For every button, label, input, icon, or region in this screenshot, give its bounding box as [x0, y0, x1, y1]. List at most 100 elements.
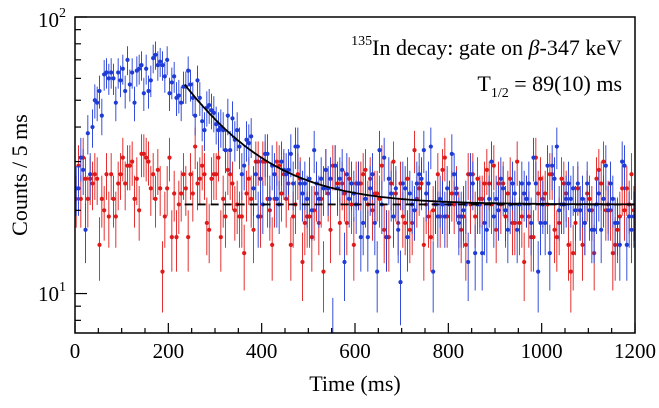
data-point: [557, 208, 562, 213]
data-point: [151, 172, 156, 177]
data-point: [435, 214, 440, 219]
data-point: [195, 181, 200, 186]
data-point: [400, 214, 405, 219]
data-point: [533, 181, 538, 186]
data-point: [239, 214, 244, 219]
data-point: [130, 159, 135, 164]
data-point: [580, 196, 585, 201]
y-tick-label-100: 102: [38, 6, 66, 32]
data-point: [127, 82, 132, 87]
data-point: [258, 176, 263, 181]
data-point: [305, 196, 310, 201]
data-point: [188, 172, 193, 177]
data-point: [578, 208, 583, 213]
data-point: [113, 100, 118, 105]
data-point: [195, 78, 200, 83]
data-point: [622, 208, 627, 213]
data-point: [545, 163, 550, 168]
annotation-half-life: T1/2 = 89(10) ms: [477, 71, 622, 101]
data-point: [111, 76, 116, 81]
data-point: [442, 214, 447, 219]
data-point: [186, 68, 191, 73]
data-point: [286, 167, 291, 172]
data-point: [482, 181, 487, 186]
data-point: [223, 148, 228, 153]
data-point: [302, 181, 307, 186]
data-point: [361, 220, 366, 226]
data-point: [111, 196, 116, 201]
data-point: [76, 163, 81, 168]
data-point: [218, 234, 223, 240]
y-tick-label-10: 101: [38, 280, 66, 306]
data-point: [445, 186, 450, 191]
data-point: [244, 191, 249, 196]
data-point: [118, 78, 123, 83]
data-point: [165, 186, 170, 191]
data-point: [454, 191, 459, 196]
data-point: [120, 66, 125, 71]
data-point: [538, 176, 543, 181]
data-point: [270, 242, 275, 247]
data-point: [246, 176, 251, 181]
data-point: [95, 176, 100, 181]
data-point: [155, 167, 160, 172]
data-point: [167, 155, 172, 160]
data-point: [393, 186, 398, 191]
data-point: [288, 242, 293, 247]
data-point: [344, 220, 349, 226]
data-point: [412, 208, 417, 213]
data-point: [253, 172, 258, 177]
data-point: [610, 196, 615, 201]
data-point: [512, 220, 517, 226]
data-point: [526, 181, 531, 186]
data-point: [617, 242, 622, 247]
data-point: [629, 172, 634, 177]
data-point: [617, 214, 622, 219]
data-point: [475, 176, 480, 181]
data-point: [160, 62, 165, 68]
data-point: [249, 134, 254, 139]
data-point: [585, 181, 590, 186]
x-axis-title: Time (ms): [309, 371, 400, 396]
data-point: [342, 191, 347, 196]
y-tick-exp-10: 1: [59, 280, 66, 295]
data-point: [407, 227, 412, 232]
data-point: [484, 227, 489, 232]
data-point: [529, 220, 534, 226]
anno-half-life-value: = 89(10) ms: [509, 71, 622, 96]
data-point: [81, 167, 86, 172]
data-point: [375, 269, 380, 274]
data-point: [109, 172, 114, 177]
data-point: [102, 208, 107, 213]
x-tick-label: 800: [433, 339, 465, 363]
data-point: [372, 220, 377, 226]
data-point: [274, 159, 279, 164]
data-point: [414, 181, 419, 186]
data-point: [214, 172, 219, 177]
data-point: [489, 159, 494, 164]
x-tick-label: 600: [339, 339, 371, 363]
data-point: [106, 76, 111, 81]
data-point: [452, 172, 457, 177]
data-point: [169, 234, 174, 240]
data-point: [95, 100, 100, 105]
anno-decay-text: In decay: gate on: [372, 35, 528, 60]
data-point: [431, 269, 436, 274]
data-point: [328, 176, 333, 181]
data-point: [391, 214, 396, 219]
data-point: [573, 208, 578, 213]
data-point: [421, 242, 426, 247]
data-point: [85, 131, 90, 136]
data-point: [155, 62, 160, 68]
data-point: [216, 155, 221, 160]
data-point: [601, 159, 606, 164]
data-point: [132, 196, 137, 201]
y-tick-base-100: 10: [38, 8, 59, 32]
data-point: [337, 220, 342, 226]
y-axis-title: Counts / 5 ms: [7, 114, 32, 236]
data-point: [279, 191, 284, 196]
anno-t: T: [477, 71, 491, 96]
data-point: [384, 234, 389, 240]
data-point: [337, 176, 342, 181]
blue-series: [75, 41, 635, 333]
